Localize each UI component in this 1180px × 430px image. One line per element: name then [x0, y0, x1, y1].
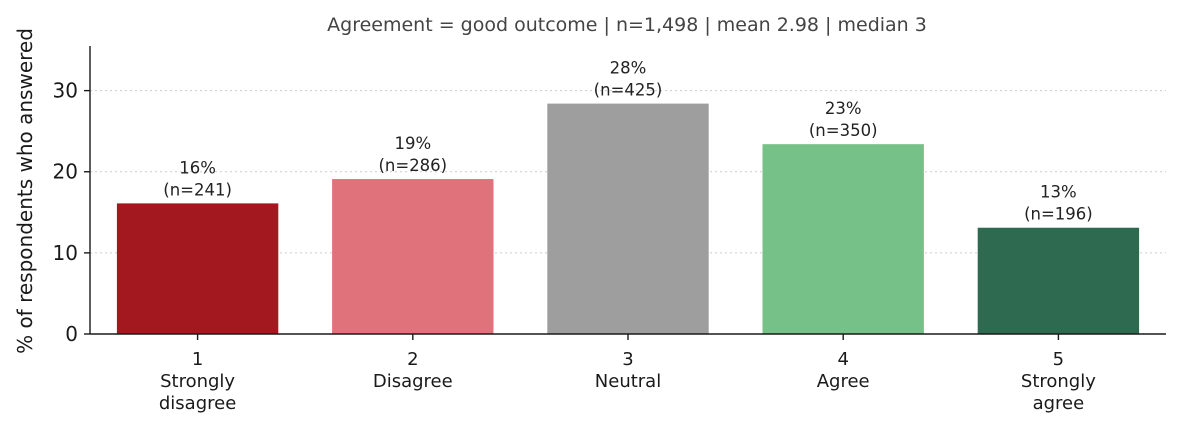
axis-ticks: 0 10 20 30 1 Strongly disagree 2 Disagree 3 Neutra…: [53, 79, 1097, 414]
x-tick-label: 4 Agree: [817, 349, 870, 392]
data-labels: 16% (n=241) 19% (n=286) 28% (n=425) 23% (n=350)…: [163, 59, 1092, 224]
bar: [116, 203, 279, 334]
data-label: 23% (n=350): [809, 99, 878, 140]
x-tick-label: 3 Neutral: [595, 349, 661, 392]
y-tick-label: 30: [53, 79, 78, 103]
y-axis-label: % of respondents who answered: [13, 28, 37, 354]
x-tick-label: 1 Strongly disagree: [159, 349, 236, 414]
data-label: 19% (n=286): [378, 134, 447, 175]
x-tick-label: 2 Disagree: [373, 349, 453, 392]
bar: [547, 103, 709, 334]
x-tick-label: 5 Strongly agree: [1021, 349, 1096, 414]
data-label: 28% (n=425): [594, 59, 663, 100]
bar: [762, 144, 924, 334]
y-tick-label: 20: [53, 160, 78, 184]
data-label: 13% (n=196): [1024, 183, 1093, 224]
y-tick-label: 0: [65, 322, 78, 346]
bars: [116, 103, 1140, 334]
chart-title: Agreement = good outcome | n=1,498 | mea…: [327, 14, 927, 36]
bar: [332, 179, 494, 334]
bar: [977, 227, 1140, 334]
y-tick-label: 10: [53, 241, 78, 265]
data-label: 16% (n=241): [163, 158, 232, 199]
